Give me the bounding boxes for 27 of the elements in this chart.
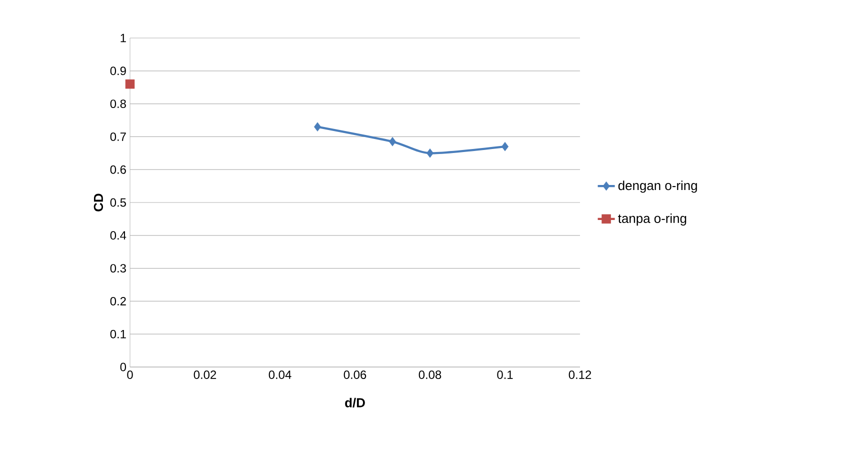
y-tick-label: 1 [120, 34, 126, 42]
y-tick-label: 0.1 [110, 330, 126, 338]
x-tick-label: 0.12 [568, 370, 592, 379]
x-tick-label: 0.06 [344, 370, 366, 379]
y-axis-title: CD [94, 194, 104, 212]
y-tick-label: 0.2 [110, 296, 126, 306]
y-tick-label: 0.6 [110, 165, 126, 174]
x-tick-label: 0 [127, 370, 133, 379]
x-tick-label: 0.1 [497, 370, 513, 379]
legend-label: dengan o-ring [618, 180, 697, 193]
point [314, 122, 322, 132]
point [501, 142, 509, 152]
legend-label: tanpa o-ring [618, 213, 686, 226]
point [388, 137, 396, 146]
point [125, 79, 135, 89]
x-tick-label: 0.04 [268, 370, 292, 379]
y-tick-label: 0.9 [110, 66, 126, 76]
y-tick-label: 0 [120, 362, 126, 372]
y-tick-label: 0.7 [110, 132, 126, 141]
y-tick-label: 0.5 [110, 198, 126, 207]
x-tick-label: 0.02 [194, 370, 216, 379]
y-tick-label: 0.3 [110, 264, 126, 273]
y-tick-label: 0.4 [110, 231, 126, 240]
y-tick-label: 0.8 [110, 100, 126, 108]
point [426, 148, 434, 158]
x-tick-label: 0.08 [418, 370, 442, 379]
x-axis-title: d/D [345, 398, 365, 408]
